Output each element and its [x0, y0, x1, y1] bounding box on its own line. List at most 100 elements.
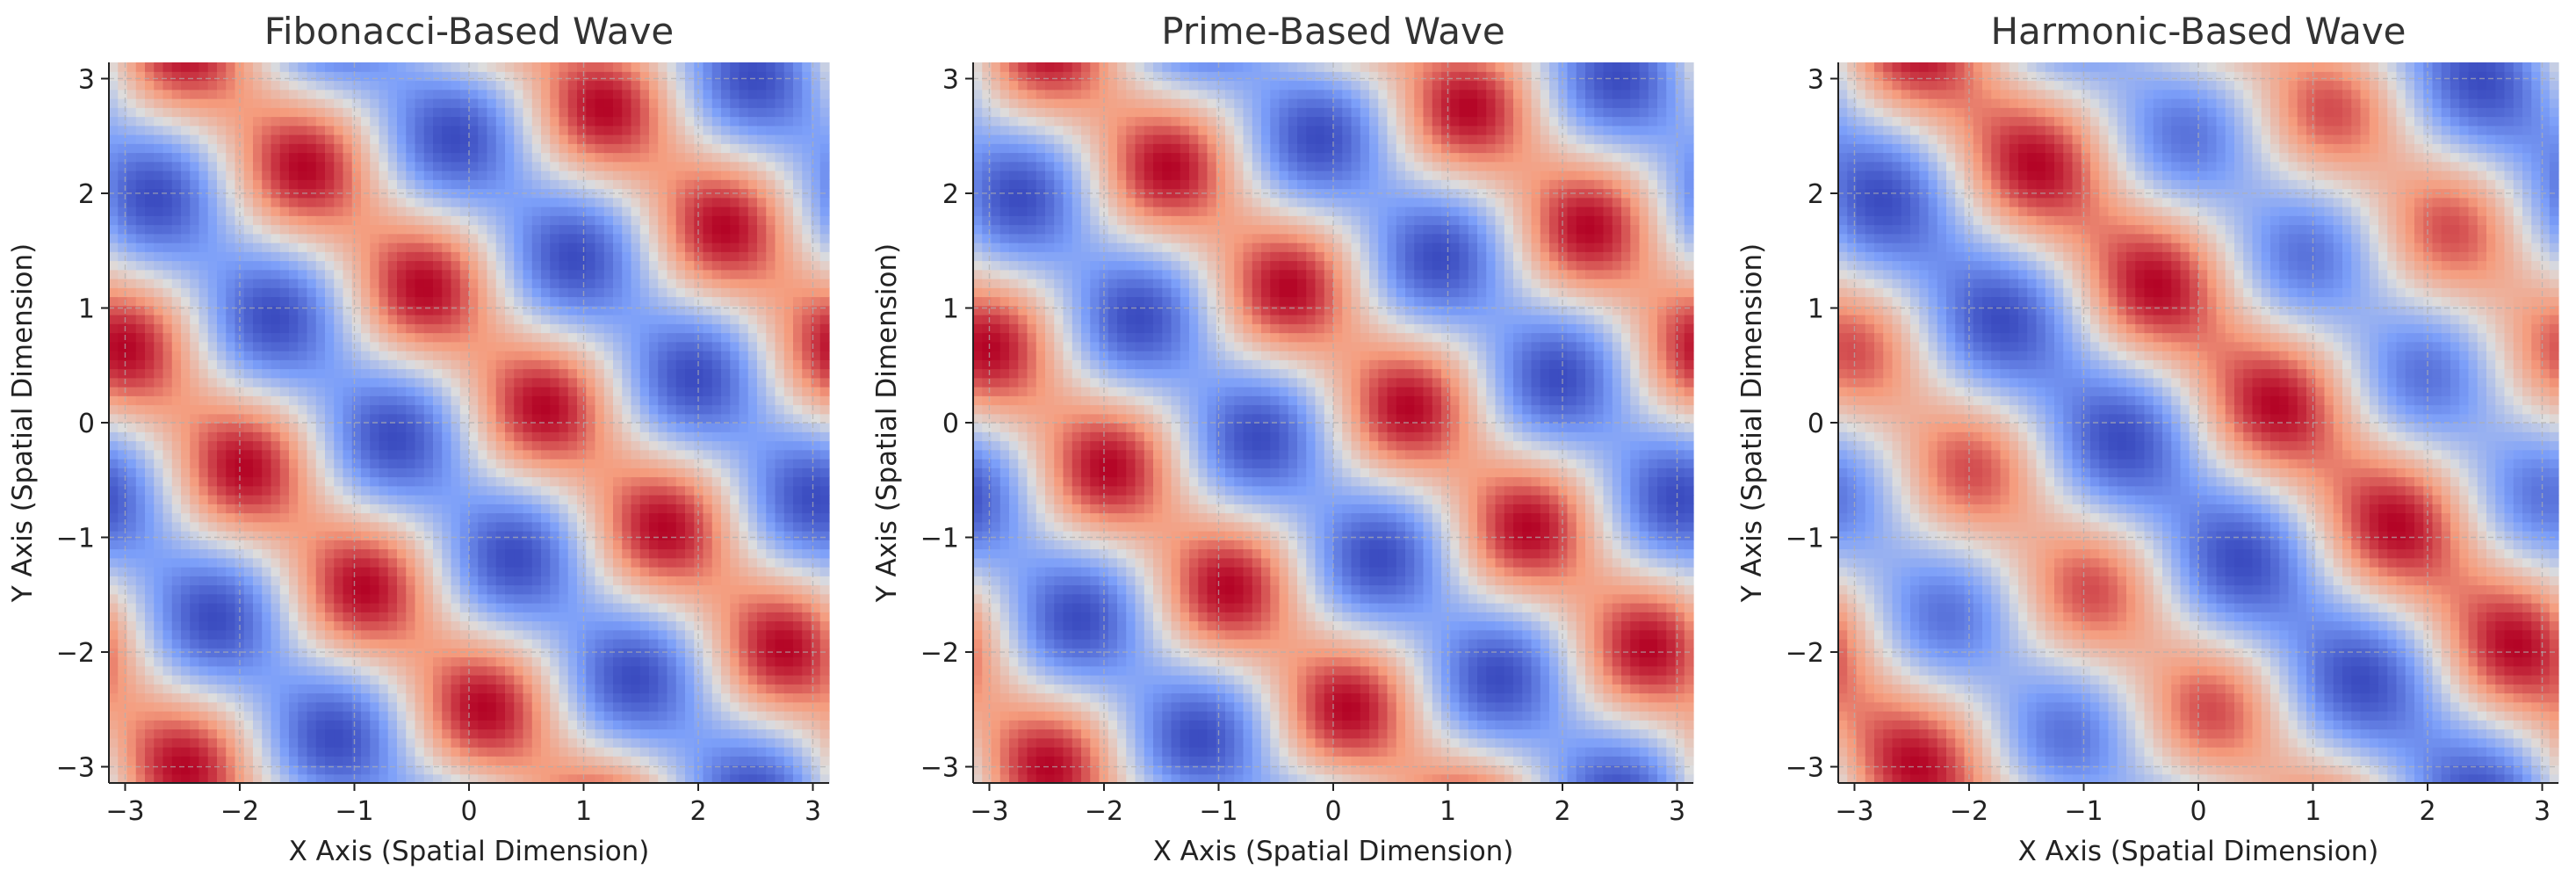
heatmap-cell [459, 656, 470, 667]
heatmap-cell [478, 521, 488, 532]
heatmap-cell [721, 413, 731, 424]
heatmap-cell [298, 576, 308, 586]
heatmap-cell [819, 495, 830, 504]
heatmap-cell [315, 323, 326, 334]
heatmap-cell [487, 593, 497, 604]
heatmap-cell [207, 684, 218, 694]
heatmap-cell [126, 557, 137, 568]
heatmap-cell [541, 459, 551, 468]
heatmap-cell [495, 368, 506, 379]
heatmap-cell [567, 279, 578, 288]
heatmap-cell [315, 431, 326, 442]
heatmap-cell [433, 440, 443, 451]
heatmap-cell [514, 737, 524, 748]
heatmap-cell [271, 747, 281, 757]
heatmap-cell [639, 485, 650, 496]
heatmap-cell [298, 665, 308, 676]
heatmap-cell [379, 476, 389, 487]
heatmap-cell [469, 251, 479, 262]
heatmap-cell [217, 431, 227, 442]
heatmap-cell [181, 395, 191, 406]
heatmap-cell [721, 440, 731, 451]
heatmap-cell [226, 341, 236, 352]
heatmap-cell [577, 548, 587, 559]
heatmap-cell [423, 747, 434, 757]
heatmap-cell [307, 459, 317, 468]
heatmap-cell [451, 711, 461, 721]
heatmap-cell [459, 639, 470, 649]
heatmap-cell [289, 431, 299, 442]
heatmap-cell [811, 773, 821, 784]
heatmap-cell [766, 323, 776, 334]
heatmap-cell [154, 279, 164, 288]
heatmap-cell [658, 684, 668, 694]
heatmap-cell [370, 665, 380, 676]
heatmap-cell [442, 269, 452, 279]
heatmap-cell [190, 224, 200, 235]
heatmap-cell [639, 728, 650, 739]
heatmap-cell [667, 504, 677, 514]
heatmap-cell [586, 521, 596, 532]
heatmap-cell [603, 368, 614, 379]
heatmap-cell [783, 576, 794, 586]
heatmap-cell [747, 395, 758, 406]
heatmap-cell [783, 567, 794, 576]
heatmap-cell [487, 737, 497, 748]
heatmap-cell [289, 567, 299, 576]
heatmap-cell [685, 567, 695, 576]
heatmap-cell [819, 440, 830, 451]
heatmap-cell [279, 279, 290, 288]
heatmap-cell [190, 765, 200, 775]
heatmap-cell [802, 728, 812, 739]
heatmap-cell [721, 296, 731, 307]
heatmap-cell [459, 395, 470, 406]
heatmap-cell [487, 720, 497, 730]
heatmap-cell [802, 351, 812, 360]
heatmap-cell [289, 612, 299, 622]
heatmap-cell [397, 728, 407, 739]
heatmap-cell [279, 728, 290, 739]
heatmap-cell [505, 701, 515, 712]
heatmap-cell [478, 431, 488, 442]
heatmap-cell [459, 224, 470, 235]
heatmap-cell [243, 359, 254, 370]
heatmap-cell [415, 603, 425, 612]
heatmap-cell [451, 233, 461, 243]
heatmap-cell [811, 279, 821, 288]
heatmap-cell [703, 576, 713, 586]
heatmap-cell [802, 279, 812, 288]
heatmap-cell [397, 747, 407, 757]
heatmap-cell [631, 656, 641, 667]
heatmap-cell [307, 251, 317, 262]
heatmap-cell [162, 675, 173, 685]
heatmap-cell [766, 359, 776, 370]
heatmap-cell [171, 684, 182, 694]
heatmap-cell [217, 296, 227, 307]
heatmap-cell [802, 656, 812, 667]
heatmap-cell [703, 476, 713, 487]
heatmap-cell [442, 404, 452, 415]
heatmap-cell [162, 612, 173, 622]
heatmap-cell [802, 773, 812, 784]
heatmap-cell [451, 629, 461, 640]
heatmap-cell [793, 485, 803, 496]
heatmap-cell [253, 287, 263, 298]
heatmap-cell [217, 351, 227, 360]
heatmap-cell [667, 440, 677, 451]
heatmap-cell [603, 467, 614, 478]
heatmap-cell [253, 377, 263, 388]
heatmap-cell [198, 584, 209, 595]
heatmap-cell [370, 675, 380, 685]
heatmap-cell [649, 665, 659, 676]
heatmap-cell [145, 495, 155, 504]
heatmap-cell [387, 576, 398, 586]
heatmap-cell [658, 224, 668, 235]
heatmap-cell [802, 395, 812, 406]
heatmap-cell [415, 287, 425, 298]
heatmap-cell [730, 711, 740, 721]
heatmap-cell [181, 629, 191, 640]
heatmap-cell [279, 665, 290, 676]
heatmap-cell [595, 485, 605, 496]
heatmap-cell [514, 665, 524, 676]
heatmap-cell [325, 756, 335, 766]
